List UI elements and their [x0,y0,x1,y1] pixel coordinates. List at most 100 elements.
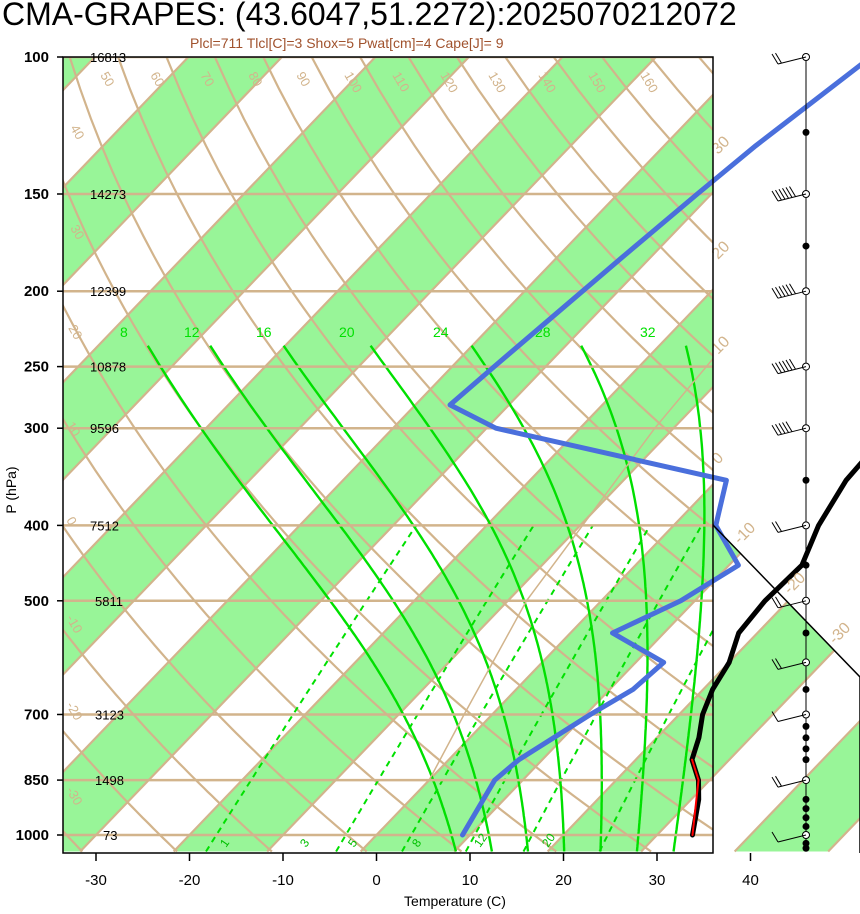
wind-barb-feather [771,659,779,670]
parcel-path [375,357,713,836]
wind-dot [802,242,810,250]
dry-adiabat [63,524,368,853]
wind-barb-shaft [777,427,807,436]
isotherm-label: 10 [63,419,83,439]
height-label: 12399 [90,284,126,299]
wind-dot [802,822,810,830]
isotherm-line [63,93,713,774]
right-isotherm-label: -30 [826,619,854,647]
wind-barb-shaft [777,56,807,65]
dry-adiabat [117,57,713,769]
wind-barb-feather [782,422,789,433]
series-line [447,62,860,838]
wind-barb-shaft [777,366,807,375]
wind-dot [802,795,810,803]
wind-barb-feather [775,362,782,373]
isotherm-band [63,94,713,852]
moist-adiabat [282,345,530,852]
y-tick-label: 150 [24,186,49,203]
wind-barb-feather [778,188,786,200]
wind-barb [771,596,810,609]
dry-adiabat [213,57,713,648]
wind-profile [771,52,810,852]
wind-barb-shaft [777,661,807,670]
wind-barb-feather [771,597,779,609]
wind-dot [802,805,810,813]
isotherm-line [63,57,564,579]
height-label: 16813 [90,50,126,65]
height-label: 3123 [95,707,124,722]
y-tick-label: 300 [24,420,49,437]
x-tick-label: -30 [85,872,107,889]
moist-adiabat [672,345,706,852]
wind-barb-feather [771,287,779,299]
right-isotherm-label: -10 [731,519,759,547]
height-label: 1498 [95,773,124,788]
moist-adiabat [369,344,566,852]
right-isotherm-label: -20 [781,569,809,597]
isotherm-label: 90 [293,69,313,89]
wind-barb-shaft [777,834,807,843]
dry-adiabat [407,57,713,414]
dry-adiabat [63,417,463,853]
wind-barb-feather [785,421,793,432]
wind-barb [771,421,810,436]
wind-barb-feather [771,363,779,374]
height-label: 73 [103,828,117,843]
wind-barb-shaft [777,600,807,609]
wind-dot [802,722,810,730]
dry-adiabat [68,57,713,831]
isotherm-label: 20 [65,322,85,342]
moist-adiabat-label: 8 [120,324,128,340]
wind-barb-shaft [777,193,807,202]
series-line [689,460,860,838]
wind-barb-feather [789,283,796,294]
isotherm-label: 70 [197,69,217,89]
wind-barb-feather [775,52,782,64]
isotherm-line [0,57,1,851]
y-tick-label: 700 [24,706,49,723]
dry-adiabat [63,729,178,853]
x-tick-label: 30 [649,872,666,889]
wind-barb-feather [782,285,789,296]
mixing-ratio-line [464,524,651,852]
wind-dot [802,844,810,852]
wind-dot [802,561,810,569]
wind-barb-feather [775,775,782,787]
wind-barb-feather [771,53,779,65]
wind-barb-feather [775,189,782,201]
isotherm-label: 50 [97,69,117,89]
isotherm-line [172,288,713,853]
plot-frame [62,56,714,854]
chart-subtitle: Plcl=711 Tlcl[C]=3 Shox=5 Pwat[cm]=4 Cap… [190,35,504,51]
wind-barb-shaft [777,779,807,788]
wind-barb-feather [775,287,782,298]
wind-barb-feather [778,423,786,434]
mixing-ratio-line [401,524,594,852]
moist-adiabat-label: 12 [184,324,200,340]
wind-barb [771,658,810,670]
height-label: 14273 [90,187,126,202]
wind-barb [771,283,810,299]
isotherm-line [713,525,860,853]
wind-barb-feather [775,596,782,608]
y-tick-label: 1000 [16,827,49,844]
lower-region-border [712,524,860,853]
wind-dot [802,839,810,847]
wind-dot [802,685,810,693]
wind-barb-feather [785,284,793,295]
wind-barb-shaft [777,524,807,533]
isotherm-line [79,190,713,853]
wind-barb-feather [771,711,779,722]
wind-dot [802,629,810,637]
isotherm-band [713,525,860,852]
wind-barb [771,710,810,722]
wind-barb [771,186,810,202]
isotherm-line [63,57,283,287]
wind-barb-feather [778,361,786,373]
height-label: 7512 [90,518,119,533]
y-tick-label: 850 [24,772,49,789]
dry-adiabat [310,57,713,530]
y-tick-label: 400 [24,517,49,534]
